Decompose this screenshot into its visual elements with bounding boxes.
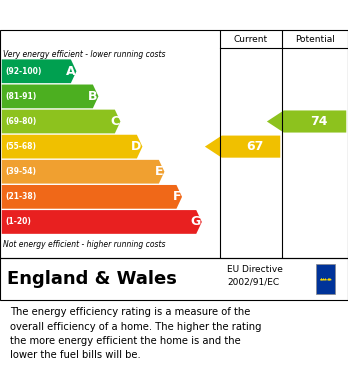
Text: (81-91): (81-91) [5, 92, 37, 101]
Text: Potential: Potential [295, 34, 335, 43]
Polygon shape [267, 110, 346, 133]
Text: (39-54): (39-54) [5, 167, 36, 176]
Text: D: D [131, 140, 141, 153]
Polygon shape [2, 135, 142, 158]
Text: (69-80): (69-80) [5, 117, 37, 126]
Text: Energy Efficiency Rating: Energy Efficiency Rating [10, 7, 220, 23]
Polygon shape [2, 185, 182, 209]
Text: (21-38): (21-38) [5, 192, 37, 201]
Text: (1-20): (1-20) [5, 217, 31, 226]
Text: (55-68): (55-68) [5, 142, 36, 151]
Text: EU Directive
2002/91/EC: EU Directive 2002/91/EC [227, 265, 283, 286]
Polygon shape [2, 109, 120, 133]
Text: C: C [110, 115, 119, 128]
Polygon shape [2, 160, 164, 184]
Text: F: F [173, 190, 181, 203]
Text: B: B [88, 90, 97, 103]
Text: England & Wales: England & Wales [7, 270, 177, 288]
Text: 67: 67 [246, 140, 263, 153]
Bar [316, 264, 335, 294]
Text: The energy efficiency rating is a measure of the
overall efficiency of a home. T: The energy efficiency rating is a measur… [10, 307, 262, 361]
Polygon shape [2, 210, 202, 234]
Polygon shape [2, 59, 77, 83]
Polygon shape [205, 136, 280, 158]
Text: (92-100): (92-100) [5, 67, 42, 76]
Text: Current: Current [234, 34, 268, 43]
Text: Very energy efficient - lower running costs: Very energy efficient - lower running co… [3, 50, 166, 59]
Text: Not energy efficient - higher running costs: Not energy efficient - higher running co… [3, 240, 166, 249]
Text: G: G [191, 215, 201, 228]
Text: 74: 74 [310, 115, 327, 128]
Text: A: A [66, 65, 76, 78]
Text: E: E [155, 165, 163, 178]
Polygon shape [2, 84, 98, 108]
